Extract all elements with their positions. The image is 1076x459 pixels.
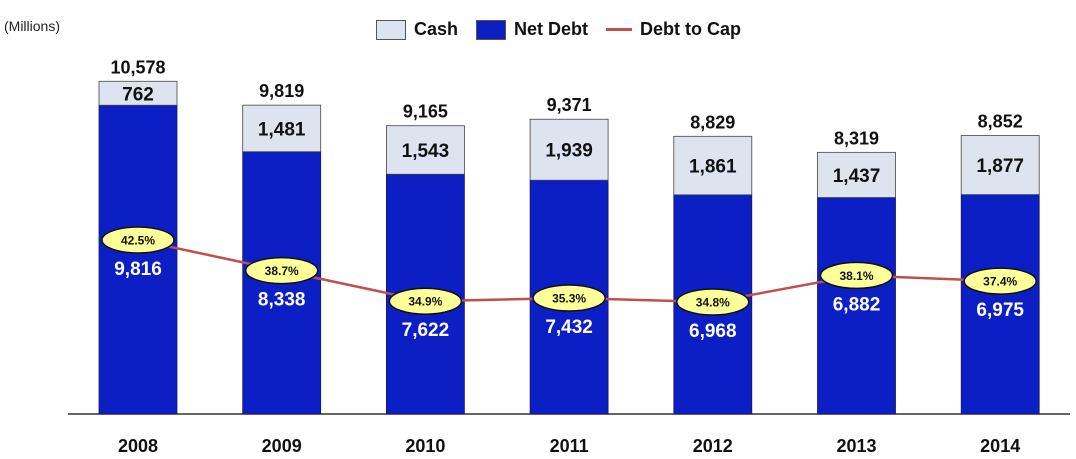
label-debt-to-cap-2010: 34.9% <box>408 295 442 309</box>
label-cash-2013: 1,437 <box>833 166 881 187</box>
bar-cash-2010 <box>385 125 465 175</box>
bar-cash-2008 <box>98 80 178 106</box>
label-total-2014: 8,852 <box>978 112 1023 132</box>
label-total-2012: 8,829 <box>690 112 735 132</box>
bar-cash-2012 <box>673 135 753 196</box>
legend-swatch-net-debt <box>476 19 507 40</box>
bar-cash-2013 <box>817 151 896 198</box>
tick-label-2013: 2013 <box>836 436 876 456</box>
point-debt-to-cap-2013 <box>819 261 894 290</box>
bar-cash-2011 <box>529 118 609 181</box>
label-cash-2010: 1,543 <box>402 141 450 162</box>
label-debt-to-cap-2009: 38.7% <box>265 264 299 278</box>
label-net-debt-2008: 9,816 <box>114 259 162 280</box>
point-debt-to-cap-2008 <box>101 226 175 254</box>
bar-net-debt-2008 <box>98 104 178 415</box>
point-debt-to-cap-2011 <box>532 284 606 312</box>
legend-label-net-debt: Net Debt <box>514 19 589 39</box>
label-cash-2009: 1,481 <box>258 119 306 140</box>
legend-swatch-cash <box>376 19 406 40</box>
point-debt-to-cap-2009 <box>244 256 319 285</box>
label-total-2009: 9,819 <box>259 81 304 101</box>
bar-net-debt-2014 <box>960 194 1040 415</box>
point-debt-to-cap-2014 <box>963 267 1037 295</box>
label-net-debt-2011: 7,432 <box>545 317 593 338</box>
label-debt-to-cap-2012: 34.8% <box>696 296 730 310</box>
units-label: (Millions) <box>4 18 60 34</box>
label-cash-2012: 1,861 <box>689 157 737 178</box>
label-net-debt-2012: 6,968 <box>689 321 737 342</box>
label-total-2011: 9,371 <box>547 95 592 115</box>
label-debt-to-cap-2008: 42.5% <box>121 234 155 248</box>
label-net-debt-2013: 6,882 <box>833 294 881 315</box>
label-net-debt-2009: 8,338 <box>258 290 306 311</box>
legend-label-debt-to-cap: Debt to Cap <box>640 19 742 39</box>
legend-item-net-debt: Net Debt <box>476 19 588 40</box>
tick-label-2009: 2009 <box>262 436 302 456</box>
label-total-2008: 10,578 <box>110 57 165 77</box>
bar-cash-2014 <box>960 135 1040 196</box>
label-net-debt-2010: 7,622 <box>402 320 450 341</box>
label-cash-2011: 1,939 <box>545 141 593 162</box>
label-net-debt-2014: 6,975 <box>976 300 1024 321</box>
bar-cash-2009 <box>242 104 322 153</box>
label-total-2010: 9,165 <box>403 102 448 122</box>
legend-item-debt-to-cap: Debt to Cap <box>606 19 741 40</box>
label-cash-2014: 1,877 <box>976 156 1024 177</box>
point-debt-to-cap-2012 <box>676 288 750 316</box>
bar-net-debt-2013 <box>817 197 896 415</box>
label-debt-to-cap-2011: 35.3% <box>552 291 586 305</box>
label-cash-2008: 762 <box>122 84 154 105</box>
label-total-2013: 8,319 <box>834 128 879 148</box>
label-debt-to-cap-2013: 38.1% <box>839 269 873 283</box>
tick-label-2011: 2011 <box>550 436 589 456</box>
label-debt-to-cap-2014: 37.4% <box>983 275 1017 289</box>
tick-label-2012: 2012 <box>693 436 733 456</box>
legend: Cash Net Debt Debt to Cap <box>376 19 759 40</box>
tick-label-2014: 2014 <box>980 436 1020 456</box>
legend-item-cash: Cash <box>376 19 458 40</box>
legend-swatch-debt-to-cap <box>606 28 633 31</box>
point-debt-to-cap-2010 <box>388 287 463 315</box>
tick-label-2008: 2008 <box>118 436 158 456</box>
tick-label-2010: 2010 <box>405 436 445 456</box>
legend-label-cash: Cash <box>414 19 459 39</box>
